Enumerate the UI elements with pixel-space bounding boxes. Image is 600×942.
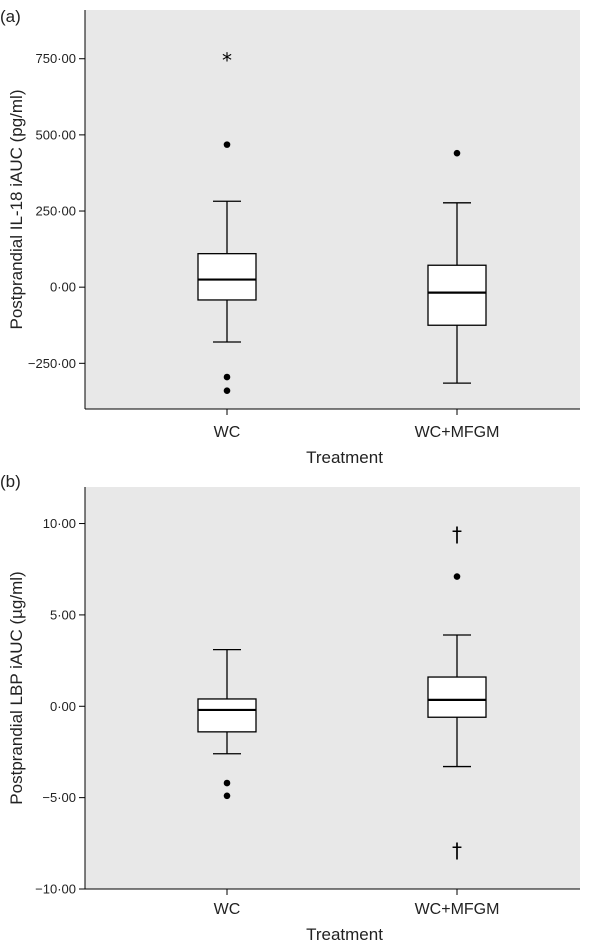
box-iqr: [197, 698, 257, 733]
box-wc: [197, 648, 257, 800]
x-tick-label: WC: [214, 424, 241, 441]
outlier-point: [453, 573, 461, 580]
y-tick-label: 0·00: [50, 699, 76, 714]
x-axis-title: Treatment: [306, 448, 383, 467]
y-axis-title: Postprandial LBP iAUC (µg/ml): [7, 571, 26, 804]
y-tick-label: 250·00: [36, 204, 76, 219]
y-tick-label: −5·00: [42, 790, 76, 805]
boxplot-il18: (a) −250·00 0·00 250·00 500·00 750·00 Postpran…: [0, 7, 580, 467]
box-wc-mfgm: ††: [427, 523, 487, 863]
extreme-outlier-dagger: †: [452, 839, 462, 863]
x-tick-label: WC+MFGM: [415, 901, 500, 918]
y-tick-label: −250·00: [28, 356, 76, 371]
chart-panel-b: (b) −10·00 −5·00 0·00 5·00 10·00 Postprandial …: [0, 471, 600, 942]
boxplot-lbp: (b) −10·00 −5·00 0·00 5·00 10·00 Postprandial …: [0, 472, 580, 942]
chart-panel-a: (a) −250·00 0·00 250·00 500·00 750·00 Postpran…: [0, 7, 580, 467]
y-tick-label: 750·00: [36, 51, 76, 66]
x-tick-label: WC: [214, 901, 241, 918]
x-tick-label: WC+MFGM: [415, 424, 500, 441]
extreme-outlier-dagger: †: [452, 523, 462, 547]
outlier-point: [453, 149, 461, 157]
outlier-point: [223, 373, 231, 381]
y-tick-label: 5·00: [50, 607, 76, 622]
outlier-point: [223, 779, 231, 787]
y-axis-title: Postprandial IL-18 iAUC (pg/ml): [7, 90, 26, 330]
y-tick-label: −10·00: [35, 882, 76, 897]
outlier-point: [223, 387, 231, 395]
box-iqr: [427, 264, 487, 326]
box-iqr: [197, 253, 257, 301]
box-wc-mfgm: [427, 149, 487, 384]
y-tick-label: 10·00: [43, 516, 76, 531]
box-wc: *: [197, 49, 257, 395]
panel-label: (a): [0, 7, 21, 26]
panel-label: (b): [0, 472, 21, 491]
outlier-point: [223, 792, 231, 800]
plot-area: [85, 10, 580, 409]
y-tick-label: 500·00: [36, 127, 76, 142]
extreme-outlier-star: *: [222, 49, 232, 73]
plot-area: [85, 487, 580, 889]
y-tick-label: 0·00: [50, 280, 76, 295]
x-axis-title: Treatment: [306, 925, 383, 942]
box-iqr: [427, 676, 487, 718]
outlier-point: [223, 141, 231, 148]
